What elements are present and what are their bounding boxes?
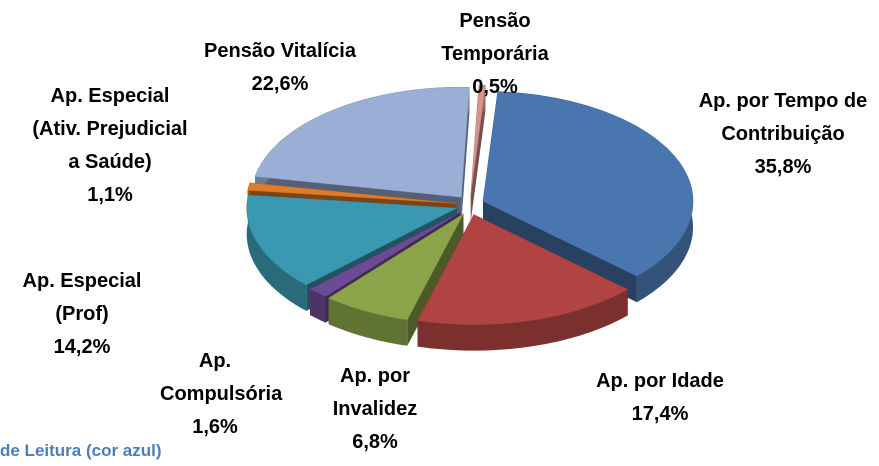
category-label: Ap. Compulsória: [160, 350, 283, 405]
category-label: Ap. por Invalidez: [332, 365, 418, 420]
category-label: Pensão Vitalícia: [204, 40, 356, 62]
category-label: Ap. por Idade: [596, 370, 724, 392]
slice: [327, 213, 465, 321]
value-label: 0,5%: [472, 76, 518, 98]
slice: [470, 84, 486, 196]
slice-side: [328, 298, 408, 346]
slice-label: Ap. por Tempo de Contribuição 35,8%: [683, 85, 879, 184]
category-label: Ap. Especial (Ativ. Prejudicial a Saúde): [32, 85, 188, 173]
value-label: 17,4%: [631, 403, 689, 425]
annotation: de Leitura (cor azul): [0, 441, 162, 460]
value-label: 6,8%: [352, 431, 398, 453]
slice-wall: [461, 87, 470, 224]
slice: [246, 194, 458, 286]
slice: [417, 214, 629, 325]
value-label: 35,8%: [754, 156, 812, 178]
slice: [254, 86, 470, 198]
slice-side: [246, 195, 307, 311]
slice-label: Ap. por Invalidez 6,8%: [320, 360, 430, 459]
slice: [309, 212, 461, 297]
slice-label: Ap. Especial (Prof) 14,2%: [2, 265, 162, 364]
slice-label: Ap. por Idade 17,4%: [560, 365, 760, 431]
slice-label: Pensão Temporária 0,5%: [435, 5, 555, 104]
category-label: Ap. Especial (Prof): [22, 270, 142, 325]
value-label: 22,6%: [251, 73, 309, 95]
value-label: 1,1%: [87, 184, 133, 206]
slice-side: [417, 289, 628, 351]
slice: [482, 91, 694, 277]
slice-wall: [470, 85, 486, 221]
slice-label: Pensão Vitalícia 22,6%: [180, 35, 380, 101]
slice-label: Ap. Especial (Ativ. Prejudicial a Saúde)…: [30, 80, 190, 212]
category-label: Pensão Temporária: [441, 10, 549, 65]
slice: [247, 182, 457, 204]
slice-side: [310, 289, 326, 323]
value-label: 1,6%: [192, 416, 238, 438]
value-label: 14,2%: [53, 336, 111, 358]
slice-label: Ap. Compulsória 1,6%: [160, 345, 283, 444]
category-label: Ap. por Tempo de Contribuição: [698, 90, 868, 145]
